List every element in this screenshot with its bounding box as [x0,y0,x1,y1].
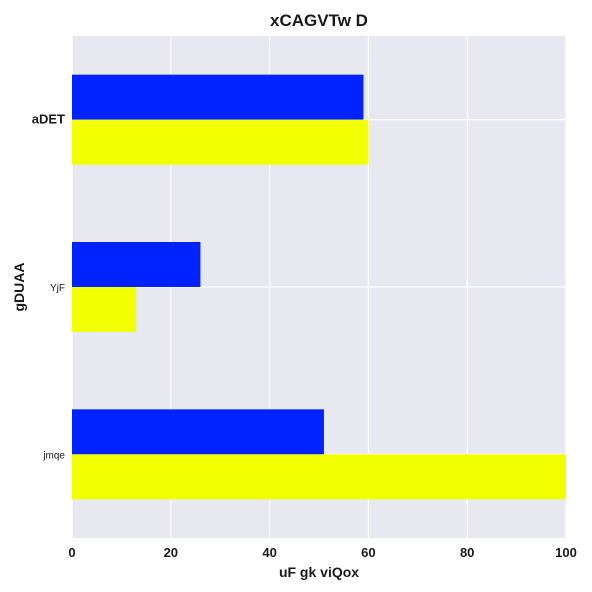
x-tick-label-0: 0 [68,545,75,560]
x-tick-label-2: 40 [262,545,276,560]
y-axis-label: gDUAA [11,263,27,312]
x-tick-label-1: 20 [164,545,178,560]
y-tick-label-2: jmqe [42,450,65,461]
x-tick-label-3: 60 [361,545,375,560]
bar-jmqe-series-2 [72,454,566,499]
bar-aDET-series-2 [72,120,368,165]
bar-YjF-series-2 [72,287,136,332]
bar-YjF-series-1 [72,242,200,287]
bar-jmqe-series-1 [72,409,324,454]
x-tick-label-4: 80 [460,545,474,560]
y-axis-ticks: aDET YjF jmqe [32,112,66,462]
chart-title: xCAGVTw D [270,11,368,30]
x-tick-label-5: 100 [555,545,577,560]
y-tick-label-1: YjF [50,283,65,294]
bar-aDET-series-1 [72,75,363,120]
y-tick-label-0: aDET [32,112,65,127]
x-axis-label: uF gk viQox [279,564,359,580]
x-axis-ticks: 0 20 40 60 80 100 [68,545,576,560]
